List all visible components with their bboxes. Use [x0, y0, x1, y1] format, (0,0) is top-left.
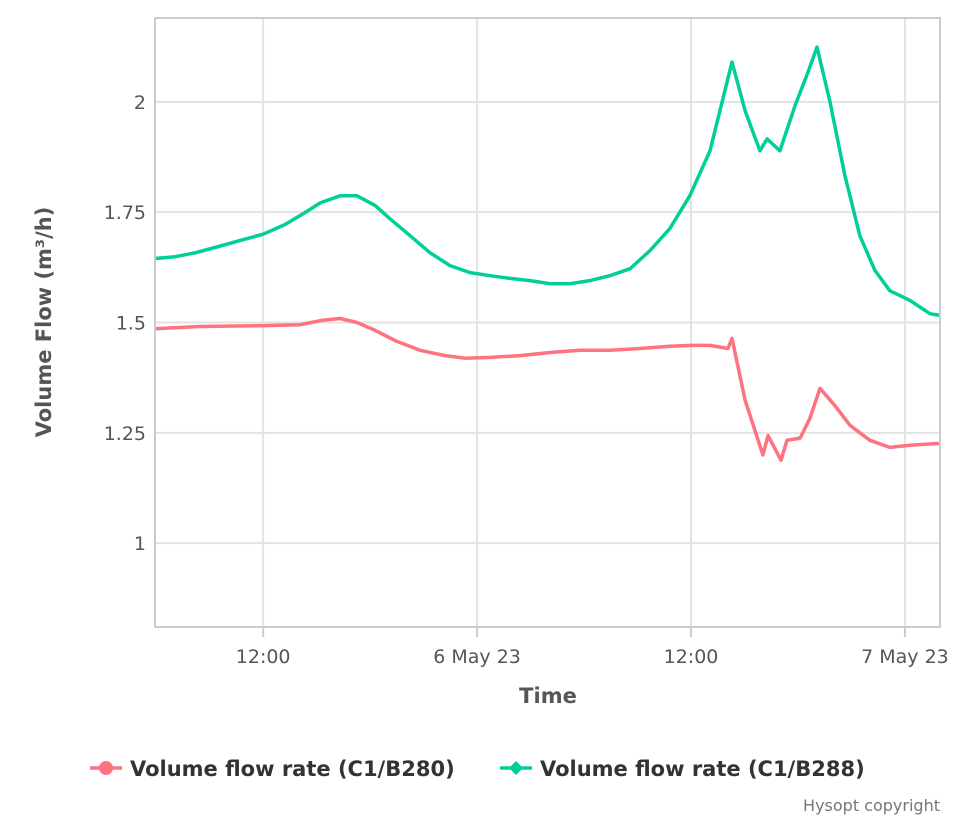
y-tick-label: 1.75	[104, 202, 146, 224]
y-tick-label: 1.5	[116, 313, 146, 335]
x-axis-ticks: 12:00 6 May 23 12:00 7 May 23	[236, 627, 949, 668]
legend-item-2[interactable]: Volume flow rate (C1/B288)	[500, 757, 865, 781]
y-tick-label: 2	[134, 92, 146, 114]
plot-frame	[154, 17, 941, 628]
x-axis-title: Time	[519, 684, 577, 708]
plot-border	[154, 17, 941, 628]
y-tick-label: 1	[134, 533, 146, 555]
legend-circle-marker-icon	[99, 761, 113, 775]
legend: Volume flow rate (C1/B280) Volume flow ra…	[90, 757, 865, 781]
x-tick-label: 12:00	[236, 646, 291, 668]
legend-label: Volume flow rate (C1/B280)	[130, 757, 455, 781]
x-tick-label: 7 May 23	[861, 646, 949, 668]
y-axis-ticks: 1 1.25 1.5 1.75 2	[104, 92, 146, 555]
series-group	[154, 45, 941, 462]
legend-label: Volume flow rate (C1/B288)	[540, 757, 865, 781]
series-line-2	[154, 45, 941, 318]
grid	[155, 18, 940, 627]
x-tick-label: 6 May 23	[433, 646, 521, 668]
credit-text[interactable]: Hysopt copyright	[803, 796, 940, 815]
x-tick-label: 12:00	[664, 646, 719, 668]
legend-item-1[interactable]: Volume flow rate (C1/B280)	[90, 757, 455, 781]
legend-diamond-marker-icon	[509, 761, 523, 775]
y-tick-label: 1.25	[104, 423, 146, 445]
y-axis-title: Volume Flow (m³/h)	[32, 207, 56, 438]
series-line-1	[154, 316, 941, 462]
